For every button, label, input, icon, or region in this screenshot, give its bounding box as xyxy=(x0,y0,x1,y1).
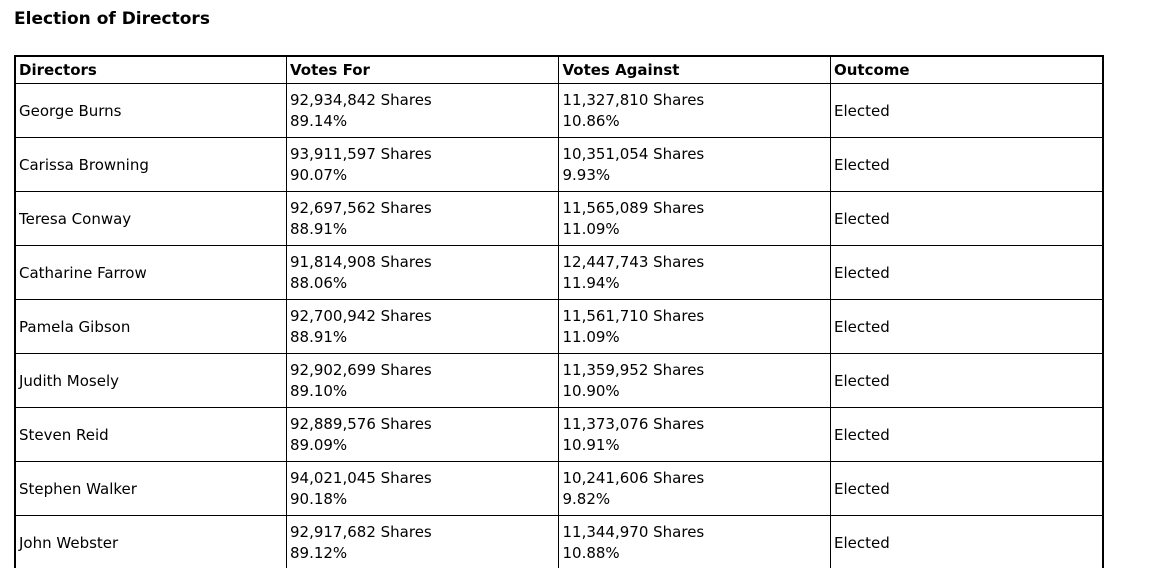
director-name-cell: John Webster xyxy=(14,515,287,568)
votes-for-shares: 92,700,942 Shares xyxy=(289,306,432,325)
votes-against-shares: 10,351,054 Shares xyxy=(562,144,705,163)
votes-for-shares: 92,934,842 Shares xyxy=(289,90,432,109)
votes-against-shares: 11,344,970 Shares xyxy=(562,522,705,541)
votes-for-shares: 92,917,682 Shares xyxy=(289,522,432,541)
votes-for-shares: 92,889,576 Shares xyxy=(289,414,432,433)
votes-for-shares: 94,021,045 Shares xyxy=(289,468,432,487)
votes-against-percent: 9.93% xyxy=(562,165,611,184)
table-row: Stephen Walker 94,021,045 Shares 90.18% … xyxy=(14,461,1104,516)
votes-against-cell: 11,359,952 Shares 10.90% xyxy=(558,353,831,408)
column-header-votes-against: Votes Against xyxy=(558,55,831,84)
table-row: Steven Reid 92,889,576 Shares 89.09% 11,… xyxy=(14,407,1104,462)
votes-for-cell: 92,902,699 Shares 89.10% xyxy=(285,353,560,408)
outcome-cell: Elected xyxy=(829,461,1104,516)
votes-for-percent: 89.09% xyxy=(289,435,348,454)
column-header-votes-for: Votes For xyxy=(285,55,560,84)
votes-against-cell: 10,351,054 Shares 9.93% xyxy=(558,137,831,192)
outcome-cell: Elected xyxy=(829,191,1104,246)
votes-against-cell: 11,373,076 Shares 10.91% xyxy=(558,407,831,462)
votes-for-percent: 90.07% xyxy=(289,165,348,184)
votes-against-percent: 11.09% xyxy=(562,327,620,346)
outcome-cell: Elected xyxy=(829,137,1104,192)
column-header-outcome: Outcome xyxy=(829,55,1104,84)
votes-for-cell: 91,814,908 Shares 88.06% xyxy=(285,245,560,300)
votes-for-cell: 92,889,576 Shares 89.09% xyxy=(285,407,560,462)
votes-for-percent: 88.91% xyxy=(289,327,348,346)
votes-against-cell: 12,447,743 Shares 11.94% xyxy=(558,245,831,300)
votes-for-shares: 93,911,597 Shares xyxy=(289,144,432,163)
votes-for-percent: 89.12% xyxy=(289,543,348,562)
votes-for-cell: 92,697,562 Shares 88.91% xyxy=(285,191,560,246)
votes-for-percent: 90.18% xyxy=(289,489,348,508)
column-header-directors: Directors xyxy=(14,55,287,84)
votes-for-cell: 94,021,045 Shares 90.18% xyxy=(285,461,560,516)
table-row: Pamela Gibson 92,700,942 Shares 88.91% 1… xyxy=(14,299,1104,354)
director-name-cell: Catharine Farrow xyxy=(14,245,287,300)
votes-against-percent: 10.88% xyxy=(562,543,620,562)
votes-against-cell: 10,241,606 Shares 9.82% xyxy=(558,461,831,516)
votes-for-shares: 91,814,908 Shares xyxy=(289,252,432,271)
votes-against-percent: 11.09% xyxy=(562,219,620,238)
votes-for-cell: 92,917,682 Shares 89.12% xyxy=(285,515,560,568)
table-row: Teresa Conway 92,697,562 Shares 88.91% 1… xyxy=(14,191,1104,246)
table-header-row: Directors Votes For Votes Against Outcom… xyxy=(14,55,1104,84)
director-name-cell: Judith Mosely xyxy=(14,353,287,408)
votes-for-percent: 88.06% xyxy=(289,273,348,292)
outcome-cell: Elected xyxy=(829,353,1104,408)
table-row: Judith Mosely 92,902,699 Shares 89.10% 1… xyxy=(14,353,1104,408)
outcome-cell: Elected xyxy=(829,299,1104,354)
votes-against-percent: 10.86% xyxy=(562,111,620,130)
votes-against-percent: 10.90% xyxy=(562,381,620,400)
outcome-cell: Elected xyxy=(829,515,1104,568)
votes-for-cell: 92,700,942 Shares 88.91% xyxy=(285,299,560,354)
votes-against-cell: 11,561,710 Shares 11.09% xyxy=(558,299,831,354)
director-name-cell: Teresa Conway xyxy=(14,191,287,246)
director-name-cell: Steven Reid xyxy=(14,407,287,462)
votes-against-percent: 11.94% xyxy=(562,273,620,292)
votes-for-percent: 89.14% xyxy=(289,111,348,130)
election-results-table: Directors Votes For Votes Against Outcom… xyxy=(14,55,1104,568)
table-row: George Burns 92,934,842 Shares 89.14% 11… xyxy=(14,83,1104,138)
votes-for-cell: 92,934,842 Shares 89.14% xyxy=(285,83,560,138)
outcome-cell: Elected xyxy=(829,83,1104,138)
director-name-cell: George Burns xyxy=(14,83,287,138)
votes-against-shares: 11,565,089 Shares xyxy=(562,198,705,217)
votes-against-shares: 11,373,076 Shares xyxy=(562,414,705,433)
page-title: Election of Directors xyxy=(14,9,210,29)
director-name-cell: Stephen Walker xyxy=(14,461,287,516)
votes-against-cell: 11,344,970 Shares 10.88% xyxy=(558,515,831,568)
table-row: Catharine Farrow 91,814,908 Shares 88.06… xyxy=(14,245,1104,300)
outcome-cell: Elected xyxy=(829,245,1104,300)
votes-against-cell: 11,327,810 Shares 10.86% xyxy=(558,83,831,138)
votes-against-shares: 11,359,952 Shares xyxy=(562,360,705,379)
votes-for-shares: 92,902,699 Shares xyxy=(289,360,432,379)
votes-against-shares: 12,447,743 Shares xyxy=(562,252,705,271)
votes-against-percent: 10.91% xyxy=(562,435,620,454)
table-row: Carissa Browning 93,911,597 Shares 90.07… xyxy=(14,137,1104,192)
votes-for-percent: 89.10% xyxy=(289,381,348,400)
votes-against-shares: 11,561,710 Shares xyxy=(562,306,705,325)
votes-for-cell: 93,911,597 Shares 90.07% xyxy=(285,137,560,192)
director-name-cell: Pamela Gibson xyxy=(14,299,287,354)
votes-against-cell: 11,565,089 Shares 11.09% xyxy=(558,191,831,246)
outcome-cell: Elected xyxy=(829,407,1104,462)
table-row: John Webster 92,917,682 Shares 89.12% 11… xyxy=(14,515,1104,568)
votes-against-shares: 11,327,810 Shares xyxy=(562,90,705,109)
votes-for-shares: 92,697,562 Shares xyxy=(289,198,432,217)
votes-against-percent: 9.82% xyxy=(562,489,611,508)
votes-for-percent: 88.91% xyxy=(289,219,348,238)
votes-against-shares: 10,241,606 Shares xyxy=(562,468,705,487)
director-name-cell: Carissa Browning xyxy=(14,137,287,192)
table-body: George Burns 92,934,842 Shares 89.14% 11… xyxy=(14,83,1104,568)
